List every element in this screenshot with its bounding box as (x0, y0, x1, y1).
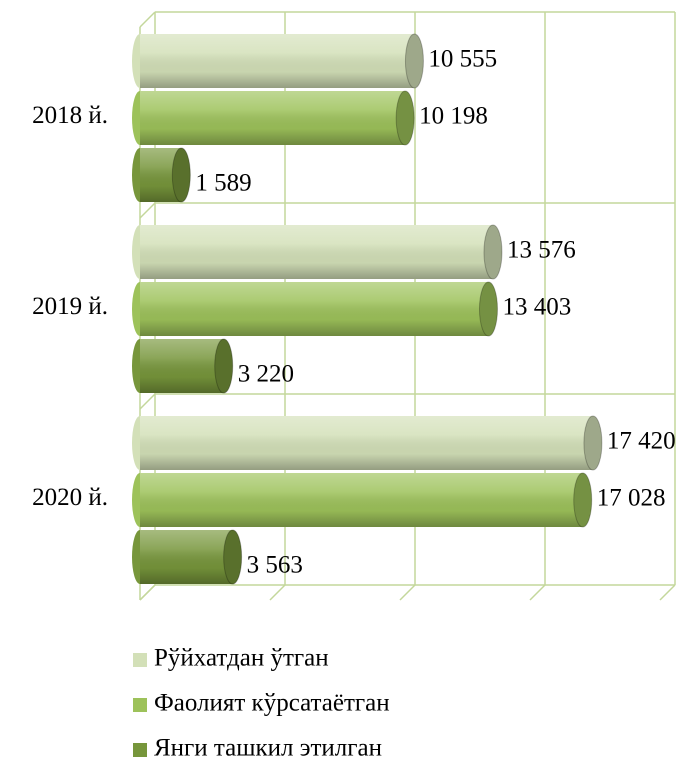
bar-shade (140, 530, 233, 584)
bar-shade (140, 34, 415, 88)
value-label: 1 589 (195, 170, 251, 197)
bar-shade (140, 473, 583, 527)
floor-line (269, 584, 286, 601)
bar-cap-shade (223, 530, 242, 584)
bar-shade (140, 416, 593, 470)
bar-cap (395, 90, 415, 146)
wall-line (139, 202, 156, 219)
legend-label: Фаолият кўрсатаётган (154, 690, 390, 717)
value-label: 13 403 (502, 294, 571, 321)
bar-shade (140, 225, 493, 279)
bar-cap (404, 33, 424, 89)
wall-line (139, 393, 156, 410)
bar-cap-shade (573, 473, 592, 527)
category-label: 2019 й. (32, 293, 108, 320)
bar-cap (223, 529, 243, 585)
bar-shade (140, 91, 406, 145)
bar-cap-shade (214, 339, 233, 393)
value-label: 17 028 (597, 485, 666, 512)
bar-cap (478, 281, 498, 337)
legend-label: Рўйхатдан ўтган (154, 645, 329, 672)
floor-line (399, 584, 416, 601)
bar-cap-shade (396, 91, 415, 145)
value-label: 17 420 (607, 428, 676, 455)
bar-cap (214, 338, 234, 394)
bar-cap-shade (405, 34, 424, 88)
wall-line (139, 584, 156, 601)
bar-cap-shade (483, 225, 502, 279)
legend-label: Янги ташкил этилган (154, 735, 382, 762)
bar-cap-shade (172, 148, 191, 202)
wall-line (139, 11, 156, 28)
floor-line (659, 584, 676, 601)
bar-cap-shade (479, 282, 498, 336)
value-label: 3 563 (247, 552, 303, 579)
value-label: 13 576 (507, 237, 576, 264)
floor-line (529, 584, 546, 601)
bar-cap (573, 472, 593, 528)
bar-shade (140, 339, 224, 393)
category-label: 2020 й. (32, 484, 108, 511)
bar-cap-shade (583, 416, 602, 470)
value-label: 10 555 (428, 46, 497, 73)
bar-cap (483, 224, 503, 280)
bar-cap (171, 147, 191, 203)
value-label: 3 220 (238, 361, 294, 388)
bar-shade (140, 282, 489, 336)
legend-swatch (133, 698, 147, 712)
bar-cap (583, 415, 603, 471)
value-label: 10 198 (419, 103, 488, 130)
category-label: 2018 й. (32, 102, 108, 129)
legend-swatch (133, 653, 147, 667)
legend-swatch (133, 743, 147, 757)
